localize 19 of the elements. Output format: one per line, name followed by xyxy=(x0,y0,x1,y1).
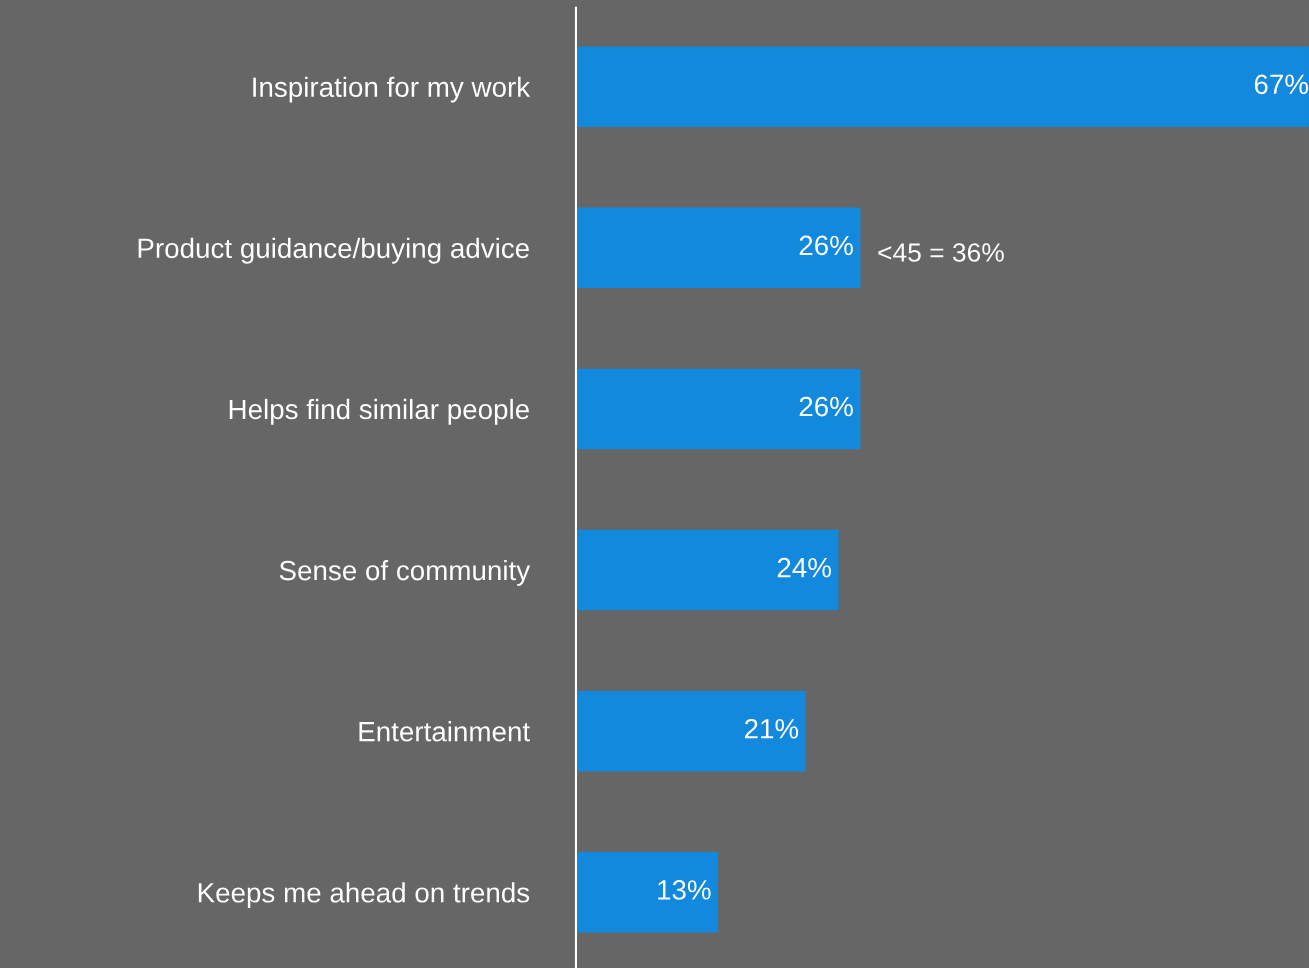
bar xyxy=(575,690,806,772)
data-label: 24% xyxy=(777,557,831,578)
data-label: 13% xyxy=(658,880,711,900)
y-tick-label: Product guidance/buying advice xyxy=(138,237,529,264)
data-label: 26% xyxy=(799,235,853,256)
bar xyxy=(575,46,1309,127)
bar xyxy=(575,207,861,289)
y-tick-label: Helps find similar people xyxy=(229,398,529,425)
bar xyxy=(575,368,861,450)
annotation: <45 = 36% xyxy=(878,243,1004,262)
y-tick-label: Inspiration for my work xyxy=(253,76,531,103)
y-tick-label: Keeps me ahead on trends xyxy=(198,882,530,909)
data-label: 26% xyxy=(799,396,853,417)
y-tick-label: Sense of community xyxy=(279,559,531,586)
data-label: 67% xyxy=(1254,74,1309,95)
data-label: 21% xyxy=(744,718,799,739)
bar xyxy=(575,529,839,611)
y-tick-label: Entertainment xyxy=(359,721,530,742)
bar xyxy=(575,852,719,933)
